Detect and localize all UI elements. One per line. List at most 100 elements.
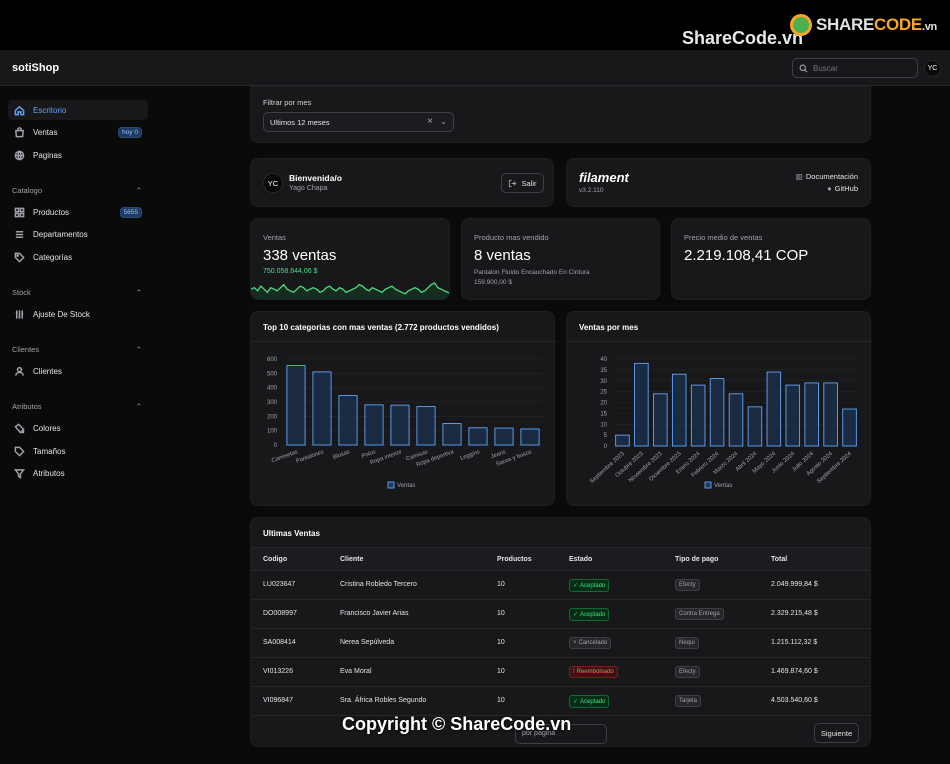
bar[interactable] xyxy=(442,423,462,446)
bar[interactable] xyxy=(766,371,782,447)
welcome-name: Yago Chapa xyxy=(289,185,328,192)
sidebar-group-clientes[interactable]: Clientes ⌃ xyxy=(12,345,142,354)
cell-total: 1.469.874,60 $ xyxy=(771,668,818,675)
y-tick-label: 300 xyxy=(267,400,278,406)
per-page-select[interactable]: por página xyxy=(515,724,607,744)
user-avatar[interactable]: YC xyxy=(924,60,941,77)
next-page-button[interactable]: Siguiente xyxy=(814,723,859,743)
table-row[interactable]: LU023647 Cristina Robledo Tercero 10 ✓ Ac… xyxy=(251,571,870,600)
col-cliente[interactable]: Cliente xyxy=(340,556,364,563)
legend-swatch xyxy=(704,481,712,489)
cell-client: Sra. África Robles Segundo xyxy=(340,697,427,704)
clear-icon[interactable]: × xyxy=(427,116,433,127)
sidebar-item-categorias[interactable]: Categorías xyxy=(8,247,148,267)
table-row[interactable]: DO008997 Francisco Javier Arias 10 ✓ Acep… xyxy=(251,600,870,629)
docs-label: Documentación xyxy=(805,172,858,181)
filter-icon xyxy=(14,468,25,479)
col-total[interactable]: Total xyxy=(771,556,788,563)
logo-mark-icon xyxy=(790,14,812,36)
user-icon xyxy=(15,366,24,376)
bar[interactable] xyxy=(842,408,857,447)
sidebar-group-stock[interactable]: Stock ⌃ xyxy=(12,288,142,297)
col-codigo[interactable]: Codigo xyxy=(263,556,288,563)
sidebar-item-tamanos[interactable]: Tamaños xyxy=(8,441,148,461)
bar[interactable] xyxy=(709,378,725,447)
x-tick-label: Noviembre 2023 xyxy=(628,451,664,484)
cell-client: Eva Moral xyxy=(340,668,372,675)
chevron-down-icon[interactable]: ⌄ xyxy=(440,117,447,126)
sidebar-item-clientes[interactable]: Clientes xyxy=(8,361,148,381)
bar[interactable] xyxy=(747,406,763,447)
bar[interactable] xyxy=(823,382,838,447)
sidebar-item-ventas[interactable]: Ventas hoy 0 xyxy=(8,122,148,142)
table-row[interactable]: VI013226 Eva Moral 10 ! Reembolsado Efect… xyxy=(251,658,870,687)
bar[interactable] xyxy=(390,404,410,446)
filter-label: Filtrar por mes xyxy=(263,98,312,107)
sidebar-item-atributos[interactable]: Atributos xyxy=(8,463,148,483)
month-filter-select[interactable]: Ultimos 12 meses × ⌄ xyxy=(263,112,454,132)
sidebar-item-label: Departamentos xyxy=(33,229,88,239)
legend-label[interactable]: Ventas xyxy=(397,483,415,489)
logout-icon xyxy=(509,179,517,187)
x-tick-label: Septiembre 2023 xyxy=(589,451,626,485)
cell-total: 2.049.999,84 $ xyxy=(771,581,818,588)
bar[interactable] xyxy=(416,406,436,446)
bar[interactable] xyxy=(634,362,649,447)
sidebar-item-productos[interactable]: Productos 5655 xyxy=(8,202,148,222)
status-badge: × Cancelado xyxy=(569,637,612,649)
chevron-up-icon: ⌃ xyxy=(135,186,142,195)
bar[interactable] xyxy=(615,434,630,447)
cell-client: Nerea Sepúlveda xyxy=(340,639,395,646)
bar[interactable] xyxy=(286,365,306,446)
sidebar-group-atributos[interactable]: Atributos ⌃ xyxy=(12,402,142,411)
github-label: GitHub xyxy=(834,184,858,193)
watermark-logo: SHARECODE.vn xyxy=(790,12,940,38)
brand-title[interactable]: sotiShop xyxy=(12,62,60,74)
search-icon xyxy=(799,64,808,72)
sidebar-item-departamentos[interactable]: Departamentos xyxy=(8,224,148,244)
stat-amount: 750.058.644,06 $ xyxy=(263,268,318,275)
bar[interactable] xyxy=(728,393,744,447)
bar[interactable] xyxy=(494,427,514,446)
stat-value: 2.219.108,41 COP xyxy=(684,247,809,264)
y-tick-label: 40 xyxy=(600,357,607,363)
col-estado[interactable]: Estado xyxy=(569,556,593,563)
sidebar-item-paginas[interactable]: Paginas xyxy=(8,145,148,165)
legend-label[interactable]: Ventas xyxy=(714,483,732,489)
search-input[interactable] xyxy=(813,63,913,73)
bar[interactable] xyxy=(468,427,488,446)
github-link[interactable]: ● GitHub xyxy=(827,184,858,193)
table-row[interactable]: VI096847 Sra. África Robles Segundo 10 ✓… xyxy=(251,687,870,716)
col-tipo-pago[interactable]: Tipo de pago xyxy=(675,556,719,563)
x-tick-label: Polos xyxy=(361,449,377,460)
bar[interactable] xyxy=(653,393,668,447)
bar[interactable] xyxy=(690,384,706,447)
bar[interactable] xyxy=(338,395,358,446)
bar[interactable] xyxy=(520,428,540,446)
y-tick-label: 500 xyxy=(267,371,278,377)
payment-badge: Tarjeta xyxy=(675,695,702,707)
bar[interactable] xyxy=(804,382,819,447)
home-icon xyxy=(14,105,25,115)
sidebar-group-catalogo[interactable]: Catalogo ⌃ xyxy=(12,186,142,195)
bar[interactable] xyxy=(364,404,384,446)
status-badge: ✓ Aceptado xyxy=(569,608,610,621)
bar[interactable] xyxy=(671,373,687,447)
logout-button[interactable]: Salir xyxy=(501,173,544,193)
search-box[interactable] xyxy=(792,58,918,78)
docs-link[interactable]: ▥ Documentación xyxy=(796,172,858,181)
bar[interactable] xyxy=(785,384,801,447)
stat-value: 8 ventas xyxy=(474,247,531,264)
cell-products: 10 xyxy=(497,639,505,646)
sidebar-item-escritorio[interactable]: Escritorio xyxy=(8,100,148,120)
col-productos[interactable]: Productos xyxy=(497,556,532,563)
categories-chart-card: Top 10 categorias con mas ventas (2.772 … xyxy=(250,311,556,506)
x-tick-label: Jeans xyxy=(490,449,507,460)
bar[interactable] xyxy=(312,371,332,446)
sidebar-item-colores[interactable]: Colores xyxy=(8,418,148,438)
sidebar-item-ajuste-stock[interactable]: Ajuste De Stock xyxy=(8,304,148,324)
y-tick-label: 0 xyxy=(274,443,278,449)
payment-badge: Contra Entrega xyxy=(675,608,724,620)
table-row[interactable]: SA008414 Nerea Sepúlveda 10 × Cancelado N… xyxy=(251,629,870,658)
